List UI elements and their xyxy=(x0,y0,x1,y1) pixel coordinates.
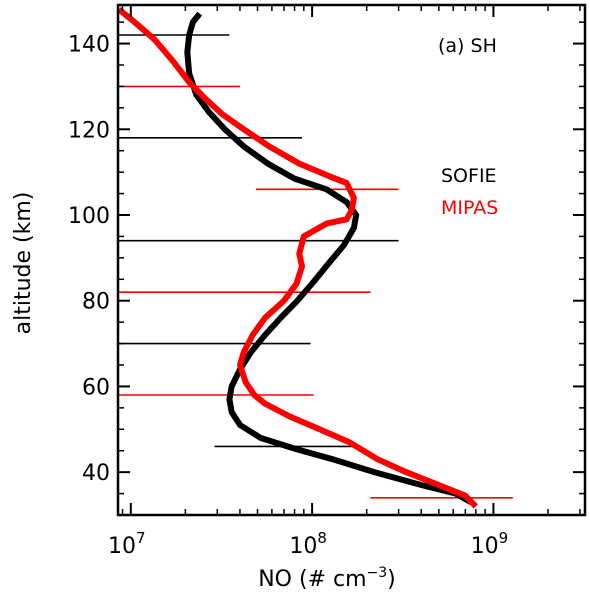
x-tick-label: 107 xyxy=(108,529,146,559)
series-lines xyxy=(117,6,478,509)
y-tick-label: 140 xyxy=(68,33,110,58)
y-tick-label: 80 xyxy=(82,290,110,315)
axis-ticks xyxy=(118,5,585,515)
series-line-sofie xyxy=(184,11,473,505)
x-axis-title-superscript: −3 xyxy=(367,565,388,581)
y-tick-label: 60 xyxy=(82,375,110,400)
plot-frame xyxy=(116,3,587,517)
series-line-mipas xyxy=(117,6,478,509)
panel-annotation: (a) SH xyxy=(438,35,497,57)
tick-labels: 40 60 80 100 120 140 107 108 109 xyxy=(68,33,508,559)
legend-mipas: MIPAS xyxy=(441,197,498,219)
x-axis-title: NO (# cm−3) xyxy=(258,565,396,592)
x-tick-label: 108 xyxy=(289,529,327,559)
y-axis-title: altitude (km) xyxy=(11,192,36,335)
y-tick-label: 40 xyxy=(82,461,110,486)
y-tick-label: 120 xyxy=(68,118,110,143)
x-tick-label: 109 xyxy=(471,529,509,559)
legend-sofie: SOFIE xyxy=(441,165,497,187)
y-tick-label: 100 xyxy=(68,204,110,229)
x-axis-title-close: ) xyxy=(387,567,396,592)
